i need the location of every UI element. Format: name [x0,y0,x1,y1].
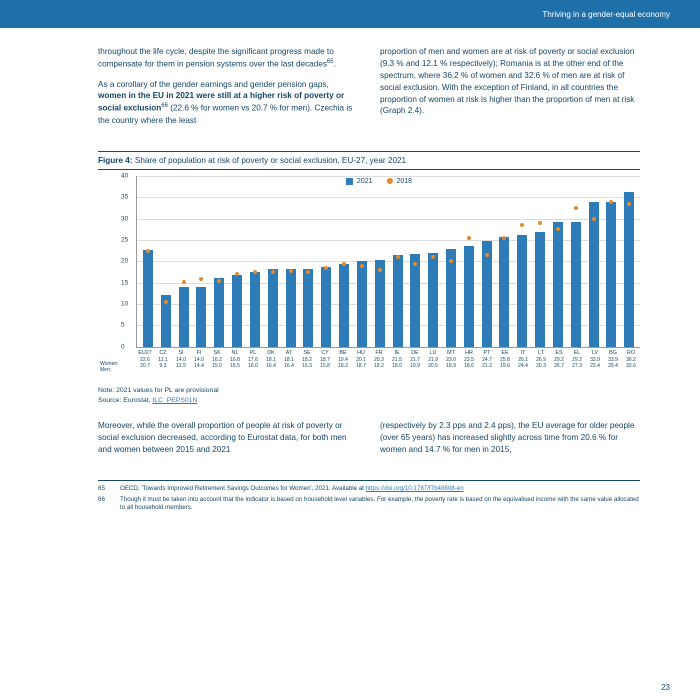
note-source: Source: Eurostat, ILC_PEPS01N [98,396,640,406]
x-label-BE: BE19.418.2 [334,348,352,376]
bar-SK [210,176,228,347]
footnotes: 65 OECD, 'Towards Improved Retirement Sa… [98,480,640,513]
page-content: throughout the life cycle, despite the s… [0,28,700,513]
x-label-RO: RO36.232.6 [622,348,640,376]
bar-IE [389,176,407,347]
bar-FI [192,176,210,347]
x-label-LU: LU21.920.5 [424,348,442,376]
x-label-FI: FI14.014.4 [190,348,208,376]
col-right: proportion of men and women are at risk … [380,46,640,135]
y-tick-label: 10 [121,301,128,308]
bar-PT [478,176,496,347]
bar-NL [228,176,246,347]
y-tick-label: 5 [121,322,125,329]
bar-RO [620,176,638,347]
footnote-65: 65 OECD, 'Towards Improved Retirement Sa… [98,485,640,494]
y-tick-label: 15 [121,279,128,286]
x-label-EE: EE25.819.6 [496,348,514,376]
bar-BE [335,176,353,347]
y-tick-label: 30 [121,215,128,222]
figure-notes: Note: 2021 values for PL are provisional… [98,386,640,406]
footnote-66: 66 Though it must be taken into account … [98,496,640,513]
x-label-FR: FR20.318.2 [370,348,388,376]
x-label-DE: DE21.719.9 [406,348,424,376]
y-tick-label: 40 [121,172,128,179]
x-axis-labels: EU2722.620.7CZ12.19.3SI14.012.5FI14.014.… [136,348,640,376]
x-label-CZ: CZ12.19.3 [154,348,172,376]
bar-LT [531,176,549,347]
bar-IT [513,176,531,347]
para-3: proportion of men and women are at risk … [380,46,640,117]
bar-DE [406,176,424,347]
chart-area: 2021 2018 0510152025303540 Women: Men: E… [118,176,640,376]
para-5: (respectively by 2.3 pps and 2.4 pps), t… [380,420,640,456]
page-number: 23 [661,683,670,692]
bar-EU27 [139,176,157,347]
page-header: Thriving in a gender-equal economy [0,0,700,28]
bar-SI [175,176,193,347]
x-label-ES: ES29.226.7 [550,348,568,376]
x-label-EU27: EU2722.620.7 [136,348,154,376]
x-label-BG: BG33.929.4 [604,348,622,376]
footnote-link[interactable]: https://doi.org/10.1787/f7b48808-en [366,485,464,492]
y-tick-label: 35 [121,194,128,201]
x-label-IE: IE21.518.0 [388,348,406,376]
x-label-DK: DK18.116.4 [262,348,280,376]
x-label-IT: IT26.124.4 [514,348,532,376]
bar-SE [299,176,317,347]
bar-LV [585,176,603,347]
bar-FR [371,176,389,347]
bar-BG [603,176,621,347]
x-label-MT: MT23.018.9 [442,348,460,376]
bar-AT [282,176,300,347]
para-1: throughout the life cycle, despite the s… [98,46,358,71]
x-label-PL: PL17.616.0 [244,348,262,376]
x-label-LV: LV33.922.4 [586,348,604,376]
col2-left: Moreover, while the overall proportion o… [98,420,358,464]
note-provisional: Note: 2021 values for PL are provisional [98,386,640,396]
intro-columns: throughout the life cycle, despite the s… [98,46,640,135]
col2-right: (respectively by 2.3 pps and 2.4 pps), t… [380,420,640,464]
y-tick-label: 25 [121,236,128,243]
bar-EE [496,176,514,347]
bar-HU [353,176,371,347]
x-label-CY: CY18.715.8 [316,348,334,376]
bar-MT [442,176,460,347]
bar-LU [424,176,442,347]
header-title: Thriving in a gender-equal economy [542,10,670,19]
y-tick-label: 20 [121,258,128,265]
bar-CY [317,176,335,347]
plot-area: 0510152025303540 [136,176,640,348]
bar-CZ [157,176,175,347]
figure-title: Figure 4: Share of population at risk of… [98,151,640,170]
para-2: As a corollary of the gender earnings an… [98,79,358,127]
col-left: throughout the life cycle, despite the s… [98,46,358,135]
x-label-AT: AT18.116.4 [280,348,298,376]
row-header-labels: Women: Men: [100,348,119,376]
x-label-NL: NL16.816.5 [226,348,244,376]
x-label-PT: PT24.721.2 [478,348,496,376]
bar-HR [460,176,478,347]
bar-ES [549,176,567,347]
body-columns-2: Moreover, while the overall proportion o… [98,420,640,464]
source-link[interactable]: ILC_PEPS01N [152,397,197,404]
x-label-SI: SI14.012.5 [172,348,190,376]
bar-PL [246,176,264,347]
x-label-LT: LT26.920.3 [532,348,550,376]
bar-EL [567,176,585,347]
x-label-HR: HR23.518.6 [460,348,478,376]
x-label-HU: HU20.118.7 [352,348,370,376]
x-label-SK: SK16.215.0 [208,348,226,376]
x-label-SE: SE18.216.3 [298,348,316,376]
bar-DK [264,176,282,347]
para-4: Moreover, while the overall proportion o… [98,420,358,456]
x-label-EL: EL29.227.3 [568,348,586,376]
y-tick-label: 0 [121,343,125,350]
